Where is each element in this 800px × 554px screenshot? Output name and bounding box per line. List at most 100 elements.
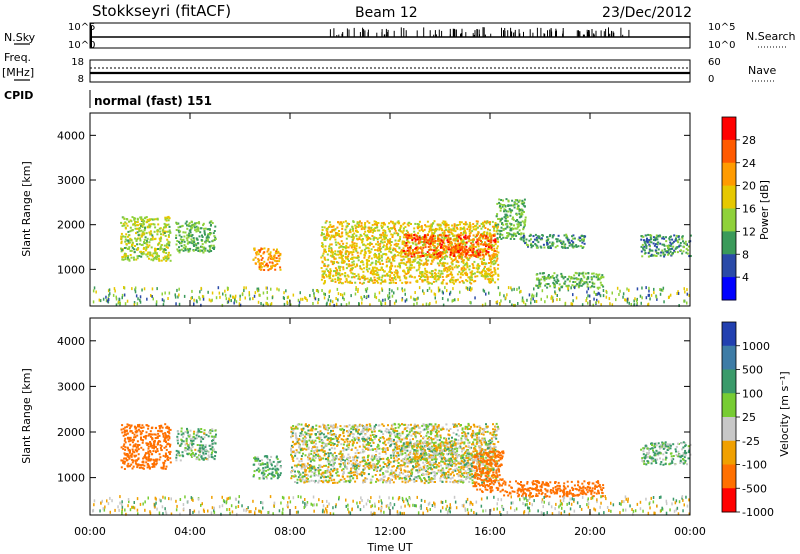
power-cell (476, 254, 479, 257)
power-cell (519, 221, 522, 224)
power-cell (491, 254, 494, 257)
power-cell (389, 275, 391, 278)
power-cell (200, 303, 202, 307)
power-cell (587, 276, 590, 279)
power-cell (374, 292, 376, 296)
power-cell (467, 226, 470, 228)
power-cell (148, 244, 151, 247)
power-cell (299, 291, 301, 295)
power-cell (466, 228, 469, 231)
power-cell (536, 277, 539, 280)
power-cell (144, 242, 147, 245)
power-cell (490, 261, 492, 264)
velocity-cell (199, 453, 202, 456)
power-cell (428, 303, 430, 307)
power-cell (350, 236, 353, 239)
power-cell (283, 291, 285, 295)
power-cell (474, 280, 477, 283)
velocity-scatter (92, 422, 692, 516)
velocity-cell (164, 455, 167, 457)
velocity-cell (258, 462, 261, 465)
power-cell (469, 300, 471, 304)
power-cell (494, 271, 497, 274)
power-cell (512, 216, 514, 219)
power-cell (150, 246, 153, 249)
power-cell (168, 229, 171, 232)
station-title: Stokkseyri (fitACF) (92, 2, 231, 20)
power-cell (386, 225, 389, 228)
power-cell (398, 263, 401, 266)
power-cell (530, 238, 532, 241)
velocity-cell (129, 425, 132, 428)
power-cell (505, 220, 508, 223)
power-cell (210, 223, 212, 226)
power-cell (199, 231, 202, 234)
power-cell (421, 252, 424, 255)
velocity-cell (136, 466, 139, 469)
nsky-label: N.Sky (4, 31, 36, 44)
power-cell (159, 248, 162, 251)
power-cell (461, 271, 464, 274)
power-cell (392, 247, 395, 250)
power-cell (359, 225, 362, 228)
power-cell (344, 220, 347, 223)
velocity-cell (133, 444, 136, 447)
power-cell (345, 233, 348, 236)
power-cell (467, 258, 470, 261)
power-cell (469, 239, 472, 242)
power-cell (452, 298, 454, 302)
power-cell (362, 243, 365, 246)
nsky-trace (90, 26, 690, 47)
power-cell (186, 242, 189, 245)
power-cell (465, 245, 468, 248)
velocity-cell (149, 450, 152, 452)
power-cell (258, 266, 261, 269)
power-cell (505, 236, 508, 239)
power-cell (415, 243, 418, 246)
power-cell (410, 234, 413, 237)
velocity-cell (149, 445, 152, 448)
velocity-cell (264, 463, 267, 466)
velocity-cell (145, 461, 148, 464)
power-cell (499, 205, 501, 208)
power-cell (376, 257, 379, 260)
velocity-cell (147, 425, 150, 428)
power-cell (571, 244, 574, 247)
power-cell (483, 225, 485, 228)
power-cell (380, 247, 383, 250)
power-cell (443, 258, 446, 260)
power-cell (460, 255, 463, 258)
power-cell (365, 268, 368, 271)
power-cell (588, 294, 591, 298)
power-cell (667, 253, 670, 256)
velocity-cell (168, 453, 171, 455)
power-cell (470, 276, 473, 279)
power-cell (378, 258, 381, 261)
power-cell (663, 300, 665, 304)
power-cell (487, 221, 490, 224)
power-cell (259, 264, 262, 267)
power-cell (471, 270, 474, 273)
power-cell (447, 230, 450, 233)
power-cell (192, 223, 195, 226)
power-cell (542, 243, 545, 246)
velocity-cell (179, 459, 182, 462)
power-cell (457, 224, 460, 226)
power-cell (154, 252, 157, 255)
power-cell (342, 261, 345, 264)
power-cell (491, 260, 494, 263)
power-cell (145, 221, 148, 224)
power-cell (428, 286, 431, 290)
power-cell (321, 226, 324, 229)
power-cell (185, 220, 188, 223)
power-cell (186, 227, 189, 230)
power-cell (469, 249, 472, 251)
power-cell (138, 229, 141, 231)
power-cell (109, 292, 111, 296)
power-cell (557, 279, 560, 282)
power-cell (198, 295, 200, 299)
power-cell (663, 255, 666, 258)
power-cell (423, 228, 426, 231)
power-cell (423, 236, 426, 239)
power-cell (641, 255, 644, 258)
